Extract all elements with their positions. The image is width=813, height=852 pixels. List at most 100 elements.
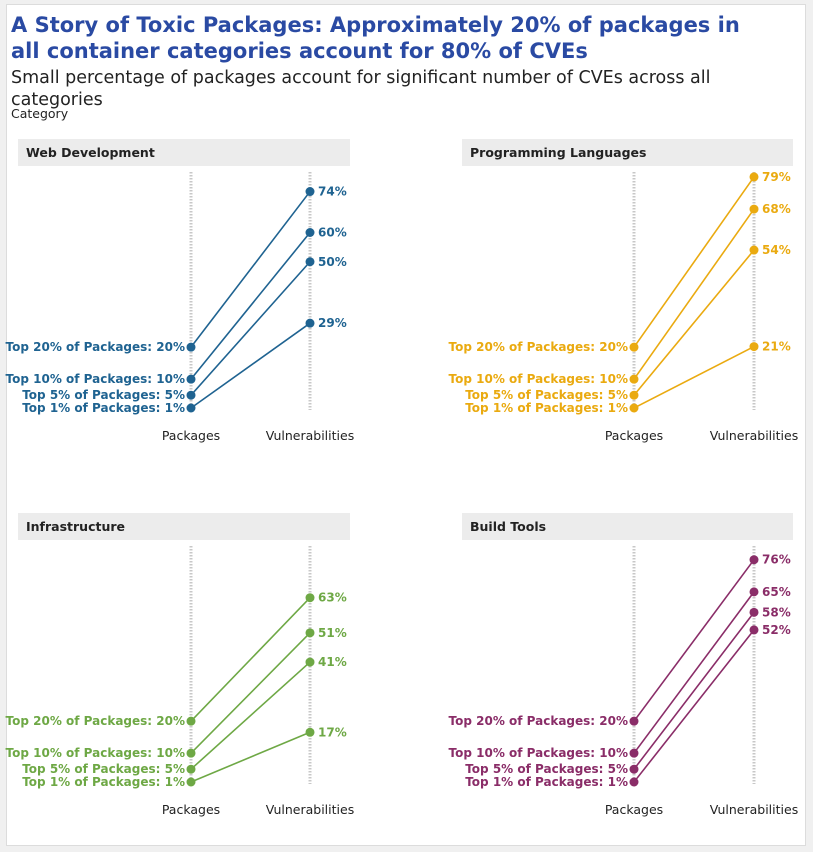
packages-point [186, 403, 196, 413]
panel-programming-languages: Programming Languages Top 20% of Packages… [449, 139, 798, 443]
packages-point [629, 777, 639, 787]
vulnerabilities-point [749, 342, 759, 352]
packages-point [186, 777, 196, 787]
x-tick-label: Vulnerabilities [710, 802, 798, 817]
vulnerabilities-point [749, 172, 759, 182]
packages-label: Top 20% of Packages: 20% [449, 340, 628, 354]
vulnerabilities-label: 60% [318, 226, 347, 240]
vulnerabilities-label: 58% [762, 605, 791, 619]
vulnerabilities-point [749, 555, 759, 565]
series-line [633, 559, 755, 722]
vulnerabilities-point [305, 257, 315, 267]
vulnerabilities-label: 54% [762, 243, 791, 257]
packages-label: Top 10% of Packages: 10% [449, 746, 628, 760]
packages-point [629, 374, 639, 384]
panel-title: Programming Languages [470, 145, 646, 160]
packages-label: Top 1% of Packages: 1% [465, 775, 628, 789]
packages-label: Top 5% of Packages: 5% [465, 762, 628, 776]
packages-point [629, 342, 639, 352]
vulnerabilities-label: 68% [762, 202, 791, 216]
series-line [190, 731, 311, 783]
vulnerabilities-label: 76% [762, 553, 791, 567]
packages-label: Top 10% of Packages: 10% [6, 746, 185, 760]
vulnerabilities-point [305, 228, 315, 237]
panel-header [462, 139, 793, 166]
packages-point [629, 748, 639, 758]
packages-label: Top 10% of Packages: 10% [6, 372, 185, 386]
vulnerabilities-label: 63% [318, 591, 347, 605]
vulnerabilities-point [749, 625, 759, 635]
series-line [633, 611, 755, 770]
series-line [633, 629, 755, 783]
vulnerabilities-label: 50% [318, 255, 347, 269]
packages-point [186, 764, 196, 774]
panel-header [18, 513, 350, 540]
vulnerabilities-point [305, 187, 315, 197]
packages-label: Top 20% of Packages: 20% [6, 714, 185, 728]
page-subtitle: Small percentage of packages account for… [11, 68, 711, 110]
packages-label: Top 20% of Packages: 20% [6, 340, 185, 354]
packages-point [629, 390, 639, 400]
vulnerabilities-label: 29% [318, 316, 347, 330]
packages-label: Top 5% of Packages: 5% [465, 388, 628, 402]
x-tick-label: Vulnerabilities [710, 428, 798, 443]
x-tick-label: Packages [162, 428, 220, 443]
x-tick-label: Packages [162, 802, 220, 817]
series-line [633, 345, 755, 409]
packages-point [186, 374, 196, 384]
vulnerabilities-point [305, 657, 315, 667]
packages-point [629, 764, 639, 774]
panel-header [18, 139, 350, 166]
packages-point [629, 716, 639, 726]
series-line [633, 249, 755, 396]
x-tick-label: Vulnerabilities [266, 802, 354, 817]
packages-point [186, 748, 196, 758]
series-line [190, 661, 311, 770]
series-line [633, 591, 755, 754]
panel-infrastructure: Infrastructure Top 20% of Packages: 20% 63… [6, 513, 354, 817]
vulnerabilities-point [305, 593, 315, 603]
packages-label: Top 1% of Packages: 1% [22, 401, 185, 415]
packages-label: Top 5% of Packages: 5% [22, 762, 185, 776]
vulnerabilities-point [305, 318, 315, 328]
vulnerabilities-point [749, 204, 759, 214]
facet-label: Category [11, 106, 69, 121]
vulnerabilities-label: 51% [318, 626, 347, 640]
panel-build-tools: Build Tools Top 20% of Packages: 20% 76% To… [449, 513, 798, 817]
series-line [633, 208, 755, 380]
vulnerabilities-point [305, 727, 315, 737]
packages-label: Top 1% of Packages: 1% [22, 775, 185, 789]
packages-label: Top 1% of Packages: 1% [465, 401, 628, 415]
x-tick-label: Packages [605, 802, 663, 817]
page-title: A Story of Toxic Packages: Approximately… [11, 13, 740, 63]
panel-title: Build Tools [470, 519, 546, 534]
vulnerabilities-label: 41% [318, 655, 347, 669]
series-line [190, 322, 311, 409]
vulnerabilities-label: 65% [762, 585, 791, 599]
panel-header [462, 513, 793, 540]
series-line [190, 597, 311, 722]
packages-label: Top 20% of Packages: 20% [449, 714, 628, 728]
vulnerabilities-label: 79% [762, 170, 791, 184]
vulnerabilities-point [749, 607, 759, 617]
panel-web-development: Web Development Top 20% of Packages: 20% 7… [6, 139, 354, 443]
vulnerabilities-label: 17% [318, 725, 347, 739]
packages-label: Top 10% of Packages: 10% [449, 372, 628, 386]
series-line [633, 176, 755, 348]
vulnerabilities-point [749, 245, 759, 255]
vulnerabilities-point [305, 628, 315, 638]
series-line [190, 632, 311, 754]
panel-title: Infrastructure [26, 519, 125, 534]
series-line [190, 191, 311, 348]
x-tick-label: Vulnerabilities [266, 428, 354, 443]
x-tick-label: Packages [605, 428, 663, 443]
packages-point [186, 342, 196, 352]
vulnerabilities-label: 74% [318, 185, 347, 199]
vulnerabilities-point [749, 587, 759, 597]
packages-point [629, 403, 639, 413]
series-line [190, 261, 311, 396]
packages-point [186, 716, 196, 726]
panel-title: Web Development [26, 145, 155, 160]
vulnerabilities-label: 52% [762, 623, 791, 637]
